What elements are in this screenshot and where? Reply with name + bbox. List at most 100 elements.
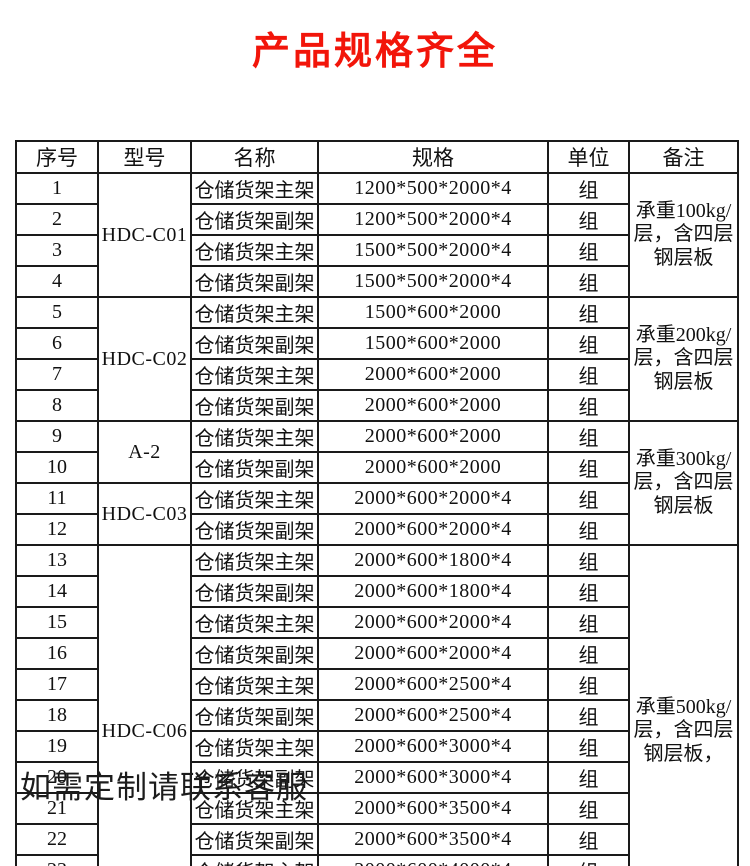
product-name-cell: 仓储货架主架 [190,482,319,515]
spec-cell: 1500*500*2000*4 [317,265,549,298]
table-row: 3 仓储货架主架 1500*500*2000*4 组 [15,234,738,267]
product-name-cell: 仓储货架副架 [190,265,319,298]
column-header-remark: 备注 [628,140,739,174]
product-name-cell: 仓储货架主架 [190,792,319,825]
table-row: 5 HDC-C02 仓储货架主架 1500*600*2000 组承重200kg/层，含四… [15,296,739,422]
spec-cell: 2000*600*1800*4 [317,575,549,608]
unit-cell: 组 [547,606,630,639]
unit-cell: 组 [547,296,630,329]
row-number-cell: 23 [15,854,99,866]
row-number-cell: 22 [15,823,99,856]
column-header-no: 序号 [15,140,99,174]
product-name-cell: 仓储货架副架 [190,699,319,732]
remark-cell: 承重100kg/层，含四层钢层板 [628,172,739,298]
spec-cell: 2000*600*2500*4 [317,699,549,732]
product-name-cell: 仓储货架副架 [190,451,319,484]
spec-cell: 2000*600*3000*4 [317,730,549,763]
custom-order-note: 如需定制请联系客服 [20,770,308,805]
product-name-cell: 仓储货架副架 [190,761,319,794]
row-number-cell: 3 [15,234,99,267]
product-name-cell: 仓储货架主架 [190,420,319,453]
column-header-model: 型号 [97,140,192,174]
row-number-cell: 18 [15,699,99,732]
unit-cell: 组 [547,668,630,701]
spec-cell: 2000*600*2000 [317,420,549,453]
table-row: 20 仓储货架副架 2000*600*3000*4 组 [15,761,738,794]
row-number-cell: 6 [15,327,99,360]
row-number-cell: 20 [15,761,99,794]
product-name-cell: 仓储货架副架 [190,637,319,670]
header-row: 序号 型号 名称 规格 单位 备注 [15,140,739,174]
product-name-cell: 仓储货架主架 [190,172,319,205]
unit-cell: 组 [547,575,630,608]
product-name-cell: 仓储货架副架 [190,327,319,360]
table-row: 9 A-2 仓储货架主架 2000*600*2000 组承重300kg/层，含四层钢层板 [15,420,739,546]
row-number-cell: 5 [15,296,99,329]
product-name-cell: 仓储货架主架 [190,730,319,763]
row-number-cell: 7 [15,358,99,391]
row-number-cell: 19 [15,730,99,763]
table-row: 4 仓储货架副架 1500*500*2000*4 组 [15,265,738,298]
unit-cell: 组 [547,389,630,422]
spec-cell: 2000*600*1800*4 [317,544,549,577]
product-name-cell: 仓储货架副架 [190,823,319,856]
unit-cell: 组 [547,544,630,577]
model-cell: HDC-C03 [97,482,192,546]
table-row: 13 HDC-C06 仓储货架主架 2000*600*1800*4 组承重500kg/层… [15,544,739,866]
product-name-cell: 仓储货架主架 [190,544,319,577]
row-number-cell: 12 [15,513,99,546]
table-row: 12 仓储货架副架 2000*600*2000*4 组 [15,513,738,546]
product-name-cell: 仓储货架主架 [190,854,319,866]
table-header: 序号 型号 名称 规格 单位 备注 [15,140,739,174]
spec-cell: 2000*600*3000*4 [317,761,549,794]
product-name-cell: 仓储货架主架 [190,296,319,329]
column-header-unit: 单位 [547,140,630,174]
remark-cell: 承重300kg/层，含四层钢层板 [628,420,739,546]
spec-cell: 1500*600*2000 [317,327,549,360]
spec-cell: 1500*600*2000 [317,296,549,329]
unit-cell: 组 [547,358,630,391]
table-row: 1 HDC-C01 仓储货架主架 1200*500*2000*4 组承重100kg/层，… [15,172,739,298]
unit-cell: 组 [547,451,630,484]
spec-cell: 2000*600*2500*4 [317,668,549,701]
row-number-cell: 1 [15,172,99,205]
product-name-cell: 仓储货架副架 [190,575,319,608]
spec-cell: 2000*600*2000 [317,358,549,391]
row-number-cell: 11 [15,482,99,515]
unit-cell: 组 [547,823,630,856]
unit-cell: 组 [547,172,630,205]
unit-cell: 组 [547,854,630,866]
row-number-cell: 10 [15,451,99,484]
row-number-cell: 21 [15,792,99,825]
row-number-cell: 9 [15,420,99,453]
table-row: 19 仓储货架主架 2000*600*3000*4 组 [15,730,738,763]
remark-cell: 承重500kg/层，含四层钢层板， [628,544,739,866]
column-header-spec: 规格 [317,140,549,174]
spec-cell: 2000*600*4000*4 [317,854,549,866]
model-cell: A-2 [97,420,192,484]
row-number-cell: 14 [15,575,99,608]
product-name-cell: 仓储货架主架 [190,234,319,267]
table-row: 17 仓储货架主架 2000*600*2500*4 组 [15,668,738,701]
product-name-cell: 仓储货架副架 [190,203,319,236]
spec-cell: 2000*600*3500*4 [317,823,549,856]
table-row: 10 仓储货架副架 2000*600*2000 组 [15,451,738,484]
spec-cell: 2000*600*2000 [317,389,549,422]
row-number-cell: 2 [15,203,99,236]
row-number-cell: 8 [15,389,99,422]
product-name-cell: 仓储货架主架 [190,358,319,391]
unit-cell: 组 [547,513,630,546]
remark-cell: 承重200kg/层，含四层钢层板 [628,296,739,422]
table-row: 21 仓储货架主架 2000*600*3500*4 组 [15,792,738,825]
spec-cell: 1200*500*2000*4 [317,203,549,236]
unit-cell: 组 [547,234,630,267]
unit-cell: 组 [547,420,630,453]
model-cell: HDC-C02 [97,296,192,422]
product-spec-table: 序号 型号 名称 规格 单位 备注 1 HDC-C01 仓储货架主架 1200*500*2000… [15,140,739,866]
unit-cell: 组 [547,730,630,763]
product-name-cell: 仓储货架副架 [190,513,319,546]
table-row: 18 仓储货架副架 2000*600*2500*4 组 [15,699,738,732]
unit-cell: 组 [547,792,630,825]
